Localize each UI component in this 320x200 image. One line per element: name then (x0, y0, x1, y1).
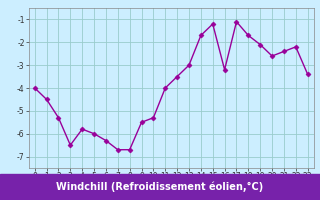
Text: Windchill (Refroidissement éolien,°C): Windchill (Refroidissement éolien,°C) (56, 182, 264, 192)
